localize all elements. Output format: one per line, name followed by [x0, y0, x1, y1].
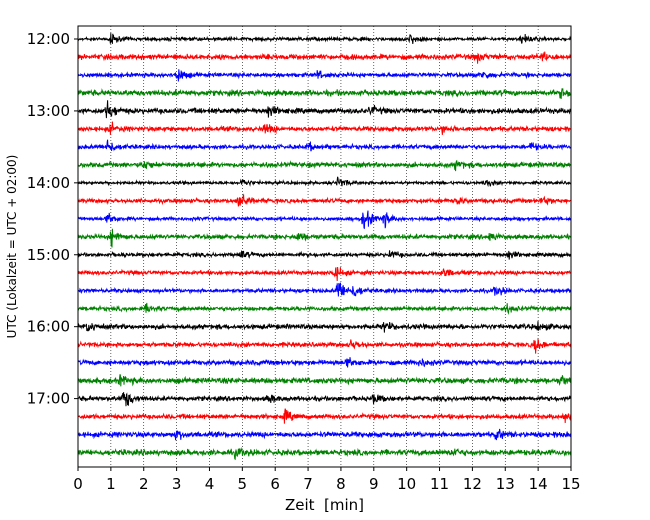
trace-row-1445: [77, 228, 572, 248]
x-tick-label-7: 7: [303, 475, 313, 493]
trace-row-1730: [77, 428, 572, 441]
x-tick-label-12: 12: [463, 475, 482, 493]
trace-row-1415: [77, 193, 572, 207]
trace-row-1700: [77, 392, 572, 407]
trace-row-1315: [77, 121, 572, 135]
trace-row-1500: [77, 250, 572, 260]
plot-frame: [77, 25, 572, 468]
trace-row-1400: [77, 176, 572, 188]
trace-row-1215: [77, 51, 572, 64]
trace-row-1600: [77, 321, 572, 333]
x-tick-label-11: 11: [430, 475, 449, 493]
trace-row-1430: [77, 210, 572, 230]
y-axis-label: UTC (Lokalzeit = UTC + 02:00): [5, 155, 19, 339]
y-tick-label-1700: 17:00: [27, 390, 70, 408]
y-tick-label-1500: 15:00: [27, 246, 70, 264]
x-tick-label-15: 15: [561, 475, 580, 493]
trace-row-1745: [77, 446, 572, 461]
trace-row-1545: [77, 302, 572, 316]
x-tick-label-4: 4: [205, 475, 215, 493]
x-tick-label-2: 2: [139, 475, 149, 493]
x-tick-label-6: 6: [270, 475, 280, 493]
trace-row-1615: [77, 337, 572, 354]
trace-row-1515: [77, 266, 571, 282]
trace-row-1230: [77, 69, 572, 82]
x-tick-label-9: 9: [369, 475, 379, 493]
x-tick-label-8: 8: [336, 475, 346, 493]
x-tick-label-0: 0: [73, 475, 83, 493]
x-axis-label: Zeit [min]: [285, 496, 364, 514]
trace-row-1715: [77, 408, 572, 424]
trace-row-1645: [77, 374, 572, 387]
trace-row-1530: [77, 282, 572, 297]
y-tick-label-1300: 13:00: [27, 102, 70, 120]
y-tick-label-1600: 16:00: [27, 318, 70, 336]
y-axis-ticks: 12:00 13:00 14:00 15:00 16:00 17:00: [27, 30, 78, 408]
trace-row-1300: [77, 100, 572, 119]
trace-row-1245: [77, 88, 572, 99]
x-tick-label-14: 14: [529, 475, 548, 493]
y-tick-label-1400: 14:00: [27, 174, 70, 192]
trace-row-1630: [77, 357, 572, 368]
trace-row-1200: [77, 33, 572, 44]
seismic-traces: [77, 33, 572, 461]
x-tick-label-3: 3: [172, 475, 182, 493]
x-tick-label-13: 13: [496, 475, 515, 493]
x-tick-label-1: 1: [106, 475, 116, 493]
x-tick-label-5: 5: [238, 475, 248, 493]
x-tick-label-10: 10: [397, 475, 416, 493]
trace-row-1330: [77, 139, 572, 152]
x-axis-ticks: 0 1 2 3 4 5 6 7 8 9 10 11 12 13 14 15: [73, 467, 581, 493]
y-tick-label-1200: 12:00: [27, 30, 70, 48]
trace-row-1345: [77, 160, 572, 172]
